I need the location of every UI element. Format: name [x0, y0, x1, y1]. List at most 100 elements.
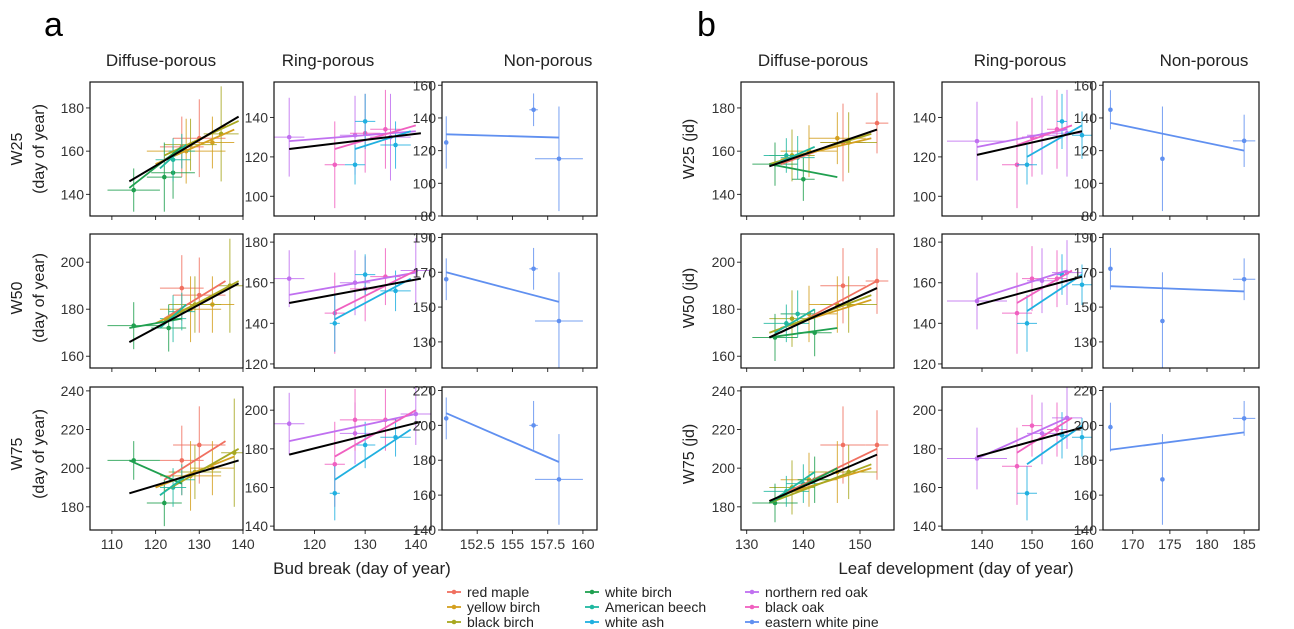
subplots-layer: 140 160 180 100 120 140 80 100 120 140 160 160 180 20… — [61, 77, 1260, 552]
data-point — [1160, 477, 1165, 482]
subplot-b-w50-ring-porous: 120 140 160 180 — [913, 233, 1093, 372]
plot-frame — [441, 233, 598, 369]
point-eastern-white-pine — [535, 106, 583, 212]
point-eastern-white-pine — [1108, 247, 1113, 290]
column-title-b-diffuse: Diffuse-porous — [758, 51, 868, 70]
x-tick-label: 170 — [1121, 536, 1145, 552]
row-subtitle-a-w75: (day of year) — [31, 409, 48, 499]
x-tick-label: 130 — [188, 536, 212, 552]
point-red-maple — [865, 92, 889, 154]
column-title-a-ring: Ring-porous — [282, 51, 375, 70]
legend-swatch-point — [749, 589, 755, 595]
point-black-oak — [324, 121, 345, 209]
legend-label: black oak — [765, 599, 825, 615]
data-point — [393, 142, 398, 148]
data-point — [1059, 119, 1065, 124]
point-eastern-white-pine — [1233, 114, 1256, 167]
point-white-birch — [792, 157, 815, 201]
fit-line-american-beech — [774, 308, 816, 334]
y-tick-label: 160 — [245, 479, 269, 495]
y-tick-label: 220 — [712, 422, 736, 438]
plot-area — [107, 86, 240, 212]
point-american-beech — [780, 290, 815, 338]
fit-line-white-birch — [769, 163, 838, 178]
plot-frame — [941, 81, 1093, 217]
data-point — [443, 140, 449, 145]
legend-label: yellow birch — [467, 599, 540, 615]
legend-item-black-oak: black oak — [745, 599, 825, 615]
y-tick-label: 140 — [913, 315, 937, 331]
fit-line-white-ash — [334, 428, 412, 481]
plot-area — [443, 247, 583, 368]
y-tick-label: 120 — [245, 356, 269, 372]
y-tick-label: 100 — [413, 175, 437, 191]
data-point — [840, 442, 846, 448]
legend-item-eastern-white-pine: eastern white pine — [745, 614, 879, 629]
data-point — [1039, 431, 1045, 436]
data-point — [1241, 276, 1247, 282]
plot-frame — [1102, 233, 1260, 369]
subplot-a-w75-ring-porous: 140 160 180 200 120 130 140 — [245, 386, 432, 552]
point-eastern-white-pine — [1233, 400, 1256, 436]
data-point — [1024, 162, 1030, 168]
legend-swatch-point — [589, 589, 595, 595]
fit-line-black-oak — [1016, 417, 1073, 454]
y-tick-label: 120 — [245, 149, 269, 165]
y-tick-label: 140 — [913, 109, 937, 125]
data-point — [162, 174, 167, 180]
y-tick-label: 180 — [712, 499, 736, 515]
y-tick-label: 180 — [712, 301, 736, 317]
point-white-birch — [107, 441, 160, 480]
plot-area — [752, 248, 889, 361]
data-point — [383, 126, 388, 132]
fit-line-eastern-white-pine — [1110, 121, 1245, 152]
y-tick-label: 200 — [712, 460, 736, 476]
plot-frame — [441, 81, 598, 217]
y-tick-label: 130 — [1074, 334, 1098, 350]
x-tick-label: 130 — [735, 536, 759, 552]
y-tick-label: 200 — [61, 460, 85, 476]
legend-swatch-point — [451, 619, 457, 625]
data-point — [556, 477, 562, 482]
x-tick-label: 150 — [1020, 536, 1044, 552]
x-tick-label: 175 — [1158, 536, 1182, 552]
point-eastern-white-pine — [535, 272, 583, 368]
y-tick-label: 200 — [712, 254, 736, 270]
y-tick-label: 100 — [913, 188, 937, 204]
legend-item-american-beech: American beech — [585, 599, 706, 615]
point-white-ash — [1072, 264, 1092, 306]
fit-line-american-beech — [774, 471, 816, 500]
point-white-ash — [1057, 93, 1067, 149]
plot-area — [947, 89, 1092, 209]
data-point — [286, 276, 292, 281]
y-tick-label: 160 — [413, 487, 437, 503]
fit-line-overall — [976, 426, 1083, 458]
fit-line-black-birch — [163, 280, 240, 322]
fit-line-eastern-white-pine — [1110, 431, 1245, 451]
point-white-ash — [1017, 294, 1037, 352]
point-northern-red-oak — [274, 97, 305, 177]
legend-label: red maple — [467, 584, 529, 600]
plot-area — [752, 92, 889, 201]
fit-line-white-ash — [334, 277, 412, 321]
y-tick-label: 140 — [245, 109, 269, 125]
data-point — [974, 298, 980, 304]
point-eastern-white-pine — [1233, 258, 1256, 301]
data-point — [332, 162, 338, 168]
fit-line-red-maple — [163, 280, 226, 320]
y-tick-label: 160 — [1074, 77, 1098, 93]
fit-line-northern-red-oak — [289, 271, 416, 296]
y-tick-label: 100 — [1074, 175, 1098, 191]
row-subtitle-a-w50: (day of year) — [31, 253, 48, 343]
data-point — [1014, 310, 1020, 316]
y-tick-label: 80 — [420, 208, 436, 224]
point-eastern-white-pine — [443, 116, 449, 169]
plot-area — [1108, 247, 1256, 368]
x-tick-label: 140 — [231, 536, 255, 552]
x-tick-label: 157.5 — [530, 536, 565, 552]
plot-frame — [441, 386, 598, 531]
point-eastern-white-pine — [1160, 272, 1165, 368]
data-point — [1014, 463, 1020, 469]
data-point — [1108, 424, 1113, 430]
